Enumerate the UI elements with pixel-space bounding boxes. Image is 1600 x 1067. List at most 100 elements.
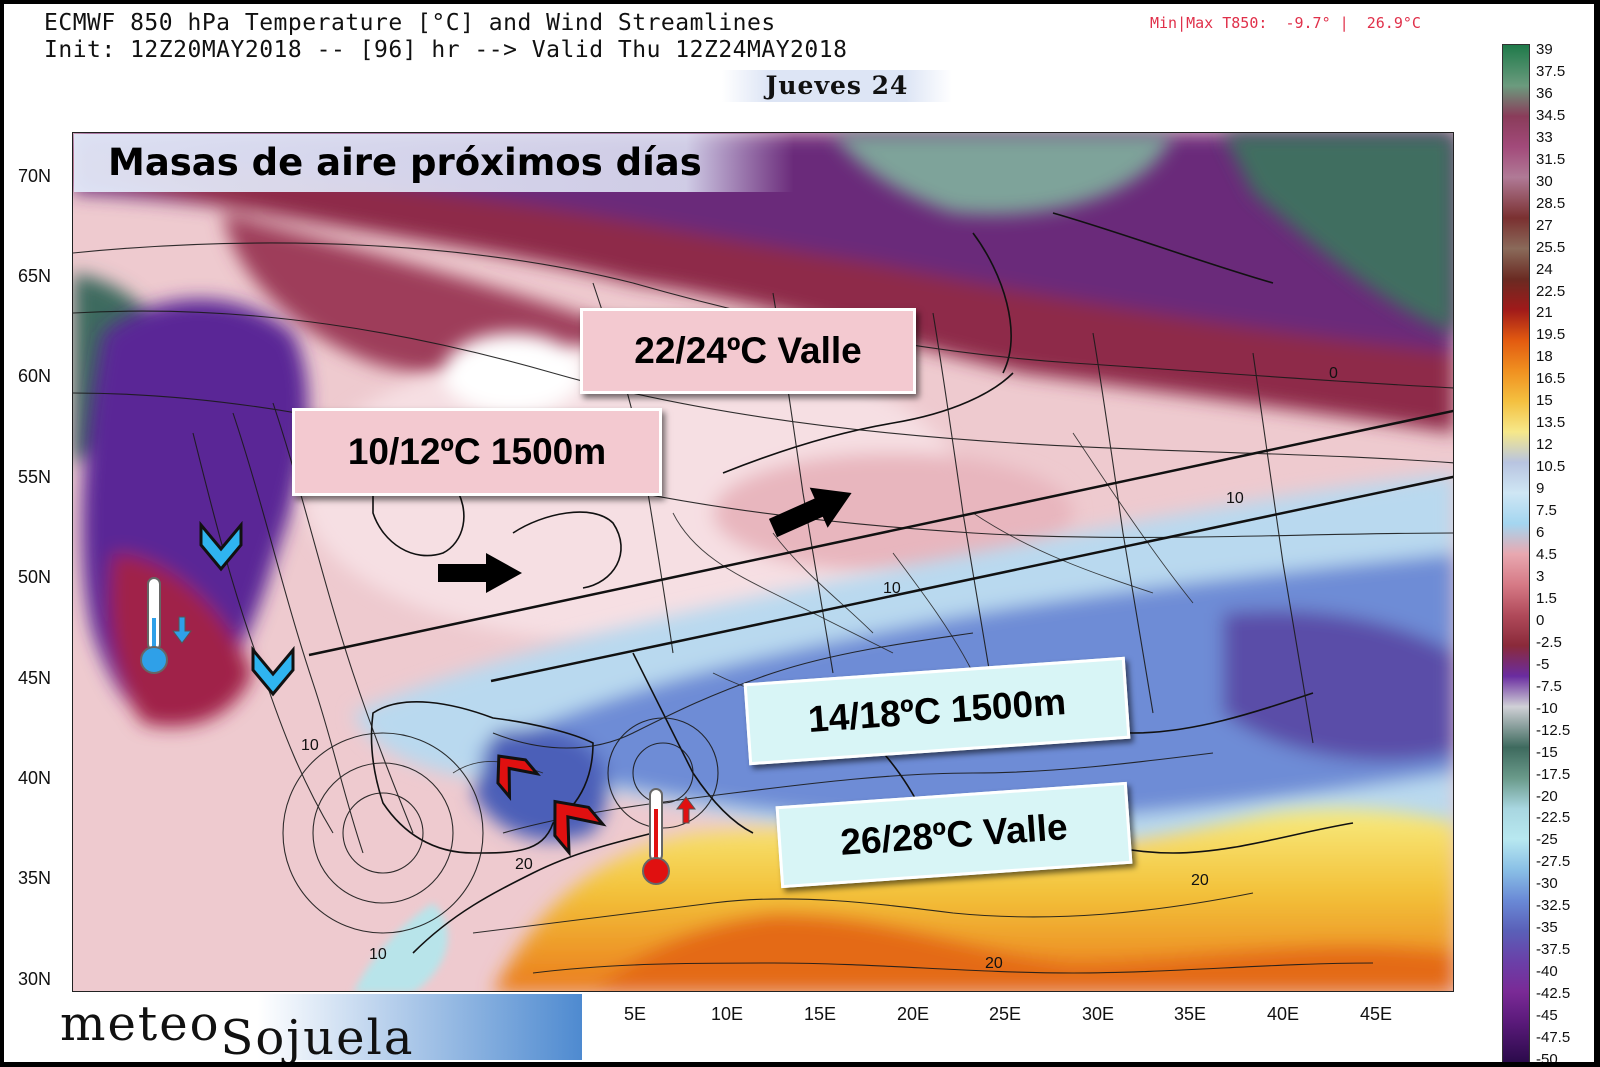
- contour-label: 10: [369, 946, 387, 963]
- colorbar-tick-label: 12: [1536, 436, 1553, 454]
- colorbar-tick-label: 27: [1536, 216, 1553, 234]
- cold-advection-chevrons: [199, 520, 295, 697]
- chevron-down-icon: [199, 520, 243, 572]
- contour-label: 10: [883, 580, 901, 597]
- lat-label: 35N: [18, 868, 52, 888]
- colorbar-tick-label: -20: [1536, 787, 1558, 805]
- colorbar-tick-label: -40: [1536, 963, 1558, 981]
- lat-label: 70N: [18, 166, 52, 186]
- colorbar-tick-label: -2.5: [1536, 633, 1562, 651]
- logo-part-1: meteo: [60, 996, 221, 1052]
- atlantic-cold-patch: [73, 133, 1453, 463]
- colorbar-tick-label: 15: [1536, 392, 1553, 410]
- colorbar-tick-label: -35: [1536, 919, 1558, 937]
- chevron-up-icon: [496, 754, 541, 802]
- lon-label: 15E: [804, 1004, 837, 1024]
- arrow-up-icon: [676, 796, 696, 824]
- colorbar-tick-label: 7.5: [1536, 502, 1557, 520]
- colorbar-tick-label: 24: [1536, 260, 1553, 278]
- lon-label: 10E: [711, 1004, 744, 1024]
- cold-blue-airmass: [353, 473, 1453, 853]
- meteo-sojuela-logo: meteoSojuela: [42, 994, 582, 1062]
- colorbar-tick-label: -45: [1536, 1007, 1558, 1025]
- contour-label: 20: [985, 955, 1003, 972]
- temperature-map[interactable]: 10 10 10 20 20 20 10 0: [72, 132, 1454, 992]
- colorbar-tick-label: -22.5: [1536, 809, 1571, 827]
- lon-label: 40E: [1267, 1004, 1300, 1024]
- colorbar-tick-label: 39: [1536, 41, 1553, 58]
- colorbar-tick-label: -32.5: [1536, 897, 1571, 915]
- colorbar-tick-label: 10.5: [1536, 458, 1566, 476]
- lon-label: 45E: [1360, 1004, 1393, 1024]
- contour-labels: 10 10 10 20 20 20 10 0: [301, 365, 1338, 972]
- colorbar-tick-label: -47.5: [1536, 1029, 1571, 1047]
- colorbar-tick-label: 16.5: [1536, 370, 1566, 388]
- warm-advection-chevrons: [496, 754, 607, 857]
- northern-warm-band: [73, 133, 1453, 433]
- colorbar-labels: 39 37.5 36 3 4.5 33 31.5 30 28.5 27 25.5 24 22.5 21 19…: [1536, 42, 1594, 1062]
- colorbar-tick-label: -17.5: [1536, 765, 1571, 783]
- lon-label: 30E: [1082, 1004, 1115, 1024]
- colorbar-tick-label: -7.5: [1536, 677, 1562, 695]
- header-title: ECMWF 850 hPa Temperature [°C] and Wind …: [44, 10, 776, 36]
- colorbar-tick-label: -27.5: [1536, 853, 1571, 871]
- arrow-down-icon: [172, 616, 192, 644]
- contour-label: 0: [1329, 365, 1338, 382]
- chevron-up-icon: [553, 799, 607, 857]
- colorbar-tick-label: 30: [1536, 172, 1553, 190]
- temperature-colorbar: [1502, 44, 1530, 1062]
- annotation-north-valley: 22/24ºC Valle: [580, 308, 916, 394]
- lon-label: 20E: [897, 1004, 930, 1024]
- thermometer-hot-icon: [642, 788, 670, 885]
- lat-label: 40N: [18, 768, 52, 788]
- colorbar-tick-label: 22.5: [1536, 282, 1566, 300]
- chevron-down-icon: [251, 645, 295, 697]
- colorbar-tick-label: 4.5: [1536, 546, 1557, 563]
- colorbar-tick-label: -42.5: [1536, 985, 1571, 1003]
- southern-hot-airmass: [494, 808, 1453, 991]
- header-valid-time: Init: 12Z20MAY2018 -- [96] hr --> Valid …: [44, 37, 848, 63]
- lat-label: 50N: [18, 567, 52, 587]
- colorbar-tick-label: -12.5: [1536, 721, 1571, 739]
- colorbar-tick-label: 31.5: [1536, 150, 1566, 168]
- colorbar-tick-label: 37.5: [1536, 62, 1566, 80]
- lat-label: 30N: [18, 969, 52, 989]
- colorbar-tick-label: 19.5: [1536, 326, 1566, 344]
- colorbar-tick-label: -25: [1536, 831, 1558, 849]
- african-coast-water: [354, 903, 448, 991]
- lon-label: 35E: [1174, 1004, 1207, 1024]
- colorbar-gradient: [1503, 45, 1529, 1062]
- figure-canvas: ECMWF 850 hPa Temperature [°C] and Wind …: [4, 4, 1594, 1062]
- colorbar-tick-label: 28.5: [1536, 194, 1566, 212]
- colorbar-tick-label: 9: [1536, 480, 1545, 498]
- colorbar-tick-label: 1.5: [1536, 589, 1557, 607]
- colorbar-tick-label: 13.5: [1536, 414, 1566, 432]
- colorbar-tick-label: -30: [1536, 875, 1558, 893]
- contour-label: 10: [1226, 490, 1244, 507]
- arrow-right-icon: [768, 487, 852, 538]
- contour-label: 10: [301, 737, 319, 754]
- contour-label: 20: [515, 856, 533, 873]
- lat-label: 65N: [18, 266, 52, 286]
- colorbar-tick-label: 33: [1536, 128, 1553, 146]
- lat-label: 60N: [18, 366, 52, 386]
- lat-label: 55N: [18, 467, 52, 487]
- min-max-readout: Min|Max T850: -9.7° | 26.9°C: [1150, 14, 1421, 32]
- colorbar-tick-label: 18: [1536, 348, 1553, 366]
- contour-label: 20: [1191, 872, 1209, 889]
- colorbar-tick-label: -10: [1536, 699, 1558, 717]
- colorbar-tick-label: -15: [1536, 743, 1558, 761]
- thermometer-cold-icon: [140, 577, 168, 674]
- logo-part-2: Sojuela: [220, 1010, 415, 1062]
- lat-label: 45N: [18, 668, 52, 688]
- flow-arrows: [438, 487, 852, 593]
- map-drawing: 10 10 10 20 20 20 10 0: [73, 133, 1453, 991]
- colorbar-tick-label: -37.5: [1536, 941, 1571, 959]
- colorbar-tick-label: 36: [1536, 84, 1553, 102]
- colorbar-tick-label: 3: [1536, 567, 1545, 585]
- day-label: Jueves 24: [722, 70, 952, 102]
- colorbar-tick-label: 25.5: [1536, 238, 1566, 256]
- arrow-right-icon: [438, 553, 522, 593]
- colorbar-tick-label: 21: [1536, 304, 1553, 322]
